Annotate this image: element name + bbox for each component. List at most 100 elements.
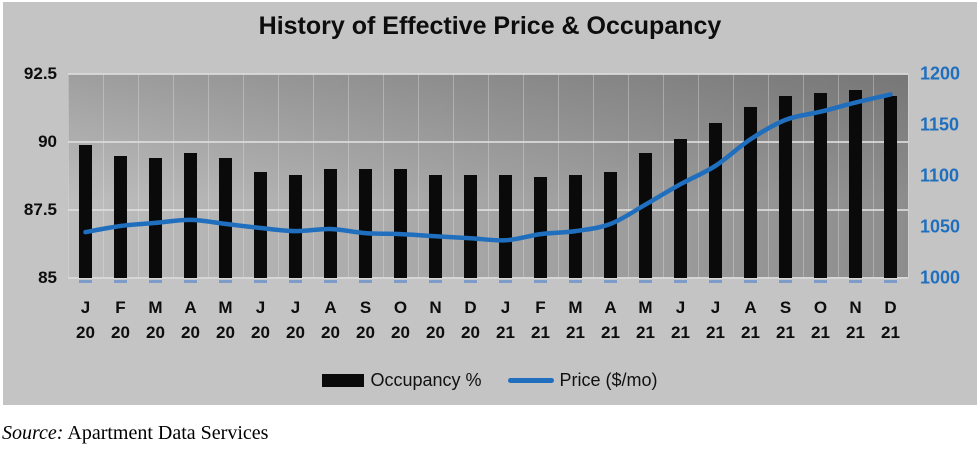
plot-area	[68, 73, 909, 283]
bar-base-dash	[184, 280, 197, 283]
left-axis-tick: 85	[38, 268, 57, 287]
x-axis-month-label: N	[429, 298, 442, 317]
bar-occupancy	[324, 169, 337, 278]
bar-base-dash	[219, 280, 232, 283]
vertical-gridline	[278, 74, 279, 278]
x-axis-year-label: 21	[706, 323, 725, 342]
right-axis-tick: 1150	[920, 114, 960, 135]
x-axis-year-label: 21	[496, 323, 515, 342]
bar-base-dash	[324, 280, 337, 283]
right-axis-tick: 1200	[920, 63, 961, 84]
vertical-gridline	[558, 74, 559, 278]
bar-base-dash	[394, 280, 407, 283]
source-text: Apartment Data Services	[67, 422, 269, 444]
left-axis-tick: 87.5	[23, 200, 57, 219]
x-axis-month-label: M	[218, 298, 233, 317]
bar-base-dash	[849, 280, 862, 283]
vertical-gridline	[908, 74, 909, 278]
x-axis-month-label: F	[115, 298, 126, 317]
bar-base-dash	[149, 280, 162, 283]
vertical-gridline	[523, 74, 524, 278]
bar-occupancy	[254, 171, 267, 278]
x-axis-month-label: M	[568, 298, 583, 317]
vertical-gridline	[138, 74, 139, 278]
x-axis-year-label: 20	[391, 323, 410, 342]
source-line: Source: Apartment Data Services	[2, 422, 268, 445]
legend-item-occupancy: Occupancy %	[322, 370, 482, 391]
bar-base-dash	[114, 280, 127, 283]
x-axis-year-label: 21	[601, 323, 620, 342]
bar-base-dash	[534, 280, 547, 283]
legend-item-price: Price ($/mo)	[507, 370, 658, 391]
x-axis-year-label: 20	[216, 323, 235, 342]
x-axis-month-label: S	[779, 298, 792, 317]
bar-occupancy	[464, 174, 477, 278]
x-axis-month-label: J	[255, 298, 266, 317]
vertical-gridline	[663, 74, 664, 278]
bar-occupancy	[569, 174, 582, 278]
x-axis-month-label: O	[393, 298, 408, 317]
x-axis-month-label: J	[675, 298, 686, 317]
bar-occupancy	[849, 90, 862, 278]
bar-occupancy	[674, 139, 687, 278]
bar-occupancy	[184, 152, 197, 278]
right-axis-tick: 1000	[920, 267, 961, 288]
source-label: Source:	[2, 422, 64, 444]
x-axis-year-label: 21	[531, 323, 550, 342]
x-axis-year-label: 21	[671, 323, 690, 342]
bar-occupancy	[779, 95, 792, 278]
vertical-gridline	[243, 74, 244, 278]
bar-base-dash	[639, 280, 652, 283]
x-axis-year-label: 20	[76, 323, 95, 342]
bar-occupancy	[79, 144, 92, 278]
x-axis-year-label: 20	[321, 323, 340, 342]
x-axis-year-label: 21	[776, 323, 795, 342]
bar-occupancy	[534, 177, 547, 278]
x-axis-line	[68, 277, 908, 279]
x-axis-month-label: D	[884, 298, 897, 317]
horizontal-gridline	[68, 141, 908, 143]
bar-occupancy	[219, 158, 232, 278]
bar-base-dash	[779, 280, 792, 283]
bar-base-dash	[569, 280, 582, 283]
right-axis-tick: 1100	[920, 165, 960, 186]
vertical-gridline	[593, 74, 594, 278]
x-axis-month-label: A	[184, 298, 197, 317]
vertical-gridline	[418, 74, 419, 278]
bar-occupancy	[289, 174, 302, 278]
vertical-gridline	[803, 74, 804, 278]
right-axis-tick: 1050	[920, 216, 961, 237]
x-axis-year-label: 21	[741, 323, 760, 342]
vertical-gridline	[103, 74, 104, 278]
bar-base-dash	[429, 280, 442, 283]
x-axis-month-label: A	[744, 298, 757, 317]
vertical-gridline	[733, 74, 734, 278]
bar-occupancy	[114, 155, 127, 278]
x-axis-year-label: 21	[881, 323, 900, 342]
bar-base-dash	[289, 280, 302, 283]
x-axis-year-label: 20	[146, 323, 165, 342]
price-swatch-icon	[507, 378, 554, 383]
x-axis-month-label: N	[849, 298, 862, 317]
x-axis-year-label: 21	[636, 323, 655, 342]
x-axis-year-label: 21	[566, 323, 585, 342]
x-axis-month-label: M	[148, 298, 163, 317]
price-line	[83, 92, 893, 243]
bar-occupancy	[744, 106, 757, 278]
bar-occupancy	[814, 93, 827, 278]
left-axis-tick: 92.5	[23, 64, 57, 83]
bar-base-dash	[674, 280, 687, 283]
bar-occupancy	[394, 169, 407, 278]
legend-price-label: Price ($/mo)	[559, 370, 658, 390]
x-axis-year-label: 21	[811, 323, 830, 342]
x-axis-month-label: J	[500, 298, 511, 317]
x-axis-month-label: F	[535, 298, 546, 317]
x-axis-year-label: 20	[426, 323, 445, 342]
x-axis-year-label: 20	[111, 323, 130, 342]
bar-occupancy	[429, 174, 442, 278]
vertical-gridline	[348, 74, 349, 278]
vertical-gridline	[208, 74, 209, 278]
bar-base-dash	[814, 280, 827, 283]
bar-occupancy	[149, 158, 162, 278]
bar-occupancy	[639, 152, 652, 278]
